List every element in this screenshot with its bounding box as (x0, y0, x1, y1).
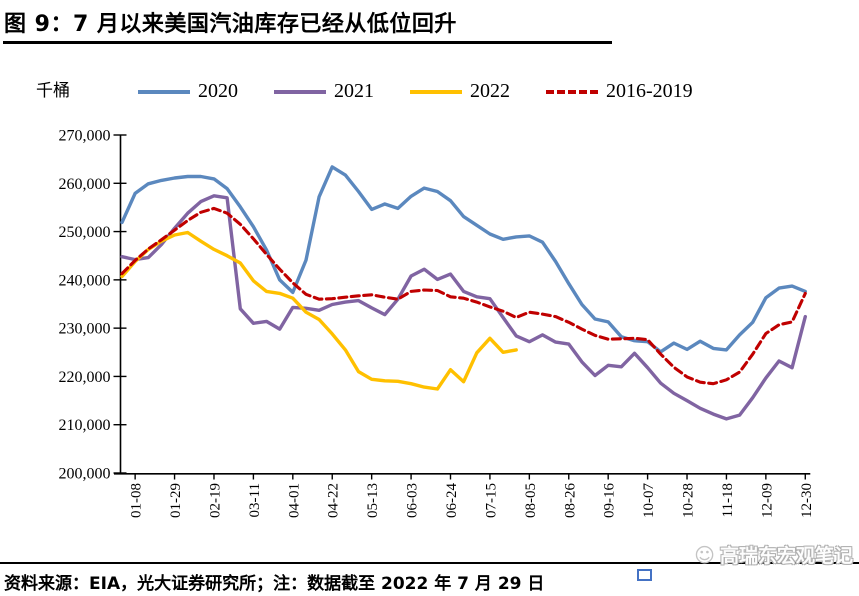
x-axis-tick-label: 06-24 (444, 483, 460, 518)
x-axis-tick-label: 01-29 (168, 483, 184, 518)
legend-item-2021: 2021 (274, 80, 374, 103)
legend-item-2020: 2020 (138, 80, 238, 103)
x-axis-tick-label: 03-11 (247, 483, 263, 517)
y-axis-unit-label: 千桶 (36, 81, 70, 101)
x-axis-tick-label: 07-15 (483, 483, 499, 518)
source-note: 资料来源：EIA，光大证券研究所；注：数据截至 2022 年 7 月 29 日 (4, 574, 545, 594)
series-line-2020 (120, 165, 807, 354)
x-axis-tick-label: 10-28 (681, 483, 697, 518)
smiley-face-icon: ☺ (694, 542, 715, 567)
x-axis-tick-label: 08-26 (562, 483, 578, 518)
x-axis-tick-label: 04-01 (286, 483, 302, 518)
figure-title: 图 9：7 月以来美国汽油库存已经从低位回升 (4, 12, 457, 37)
x-axis-tick-label: 06-03 (405, 483, 421, 518)
x-axis-tick-label: 11-18 (720, 483, 736, 517)
series-line-2021 (120, 194, 807, 421)
x-axis-tick-label: 12-30 (799, 483, 815, 518)
x-axis-tick-label: 05-13 (365, 483, 381, 518)
title-underline (3, 41, 612, 44)
chart-legend: 2020 2021 2022 2016-2019 (138, 80, 693, 103)
series-line-2016-2019 (120, 206, 807, 386)
y-axis-tick-label: 250,000 (59, 224, 111, 241)
legend-item-2022: 2022 (410, 80, 510, 103)
y-axis-tick-label: 220,000 (59, 369, 111, 386)
x-axis-tick-label: 08-05 (523, 483, 539, 518)
legend-line-swatch (546, 89, 598, 94)
legend-label: 2021 (334, 80, 374, 102)
gasoline-inventory-line-chart: 270,000 260,000 250,000 240,000 230,000 220,0… (59, 128, 815, 519)
series-line-2022 (120, 230, 518, 391)
legend-line-swatch (274, 89, 326, 94)
legend-label: 2020 (198, 80, 238, 102)
missing-glyph-box (637, 569, 652, 581)
legend-line-swatch (410, 89, 462, 94)
y-axis-tick-label: 260,000 (59, 176, 111, 193)
legend-item-2016-2019: 2016-2019 (546, 80, 693, 103)
y-axis-tick-label: 230,000 (59, 321, 111, 338)
legend-label: 2016-2019 (606, 80, 693, 102)
x-axis-tick-label: 01-08 (129, 483, 145, 518)
x-axis-tick-label: 09-16 (602, 483, 618, 518)
x-axis-tick-label: 12-09 (759, 483, 775, 518)
x-axis-tick-label: 10-07 (641, 483, 657, 518)
y-axis-tick-label: 210,000 (59, 417, 111, 434)
watermark-text: 高瑞东宏观笔记 (719, 545, 853, 567)
y-axis-tick-label: 270,000 (59, 128, 111, 145)
legend-line-swatch (138, 89, 190, 94)
x-axis-tick-label: 04-22 (326, 483, 342, 518)
legend-label: 2022 (470, 80, 510, 102)
footer-rule (0, 562, 859, 564)
x-axis-tick-label: 02-19 (207, 483, 223, 518)
y-axis-tick-label: 200,000 (59, 466, 111, 483)
watermark: ☺ 高瑞东宏观笔记 (694, 541, 853, 568)
y-axis-tick-label: 240,000 (59, 272, 111, 289)
